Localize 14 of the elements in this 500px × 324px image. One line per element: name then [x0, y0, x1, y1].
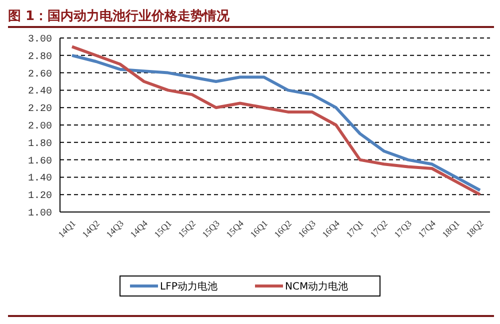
y-tick-label: 1.00: [28, 208, 52, 220]
y-tick-label: 2.60: [28, 69, 52, 80]
y-tick-label: 2.80: [28, 52, 52, 63]
y-tick-label: 3.00: [28, 34, 52, 46]
y-tick-label: 2.00: [28, 122, 52, 132]
chart-title: 图 1：国内动力电池行业价格走势情况: [8, 8, 231, 24]
y-tick-label: 1.80: [28, 138, 52, 150]
y-tick-label: 2.40: [28, 86, 52, 98]
legend-label: NCM动力电池: [285, 280, 348, 292]
y-tick-label: 1.40: [28, 174, 52, 185]
legend-label: LFP动力电池: [160, 280, 218, 292]
y-tick-label: 1.20: [28, 191, 52, 202]
y-tick-label: 2.20: [28, 104, 52, 116]
y-tick-label: 1.60: [28, 156, 52, 168]
